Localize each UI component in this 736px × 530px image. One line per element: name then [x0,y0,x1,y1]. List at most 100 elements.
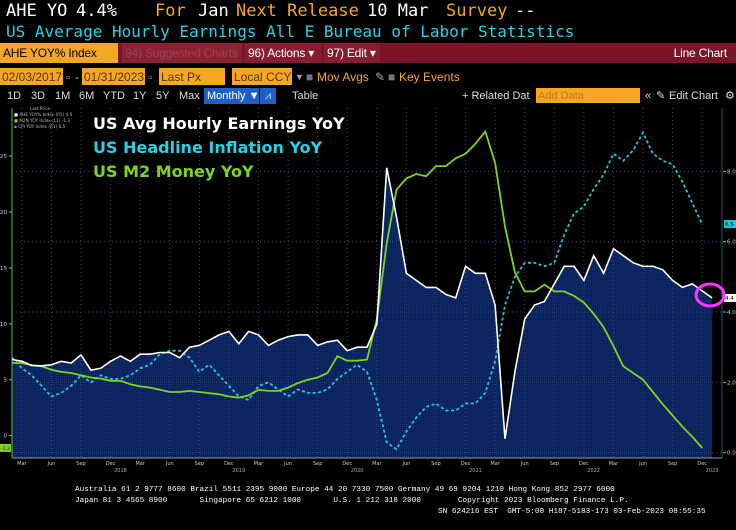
chart-area[interactable]: Mar Jun Sep Dec 2018 Mar Jun Sep Dec 2019 Mar Jun Se… [0,104,736,480]
left-axis-label: 0 [4,434,8,440]
cpi-last-tag [724,220,736,229]
legend-item-cpi[interactable]: ▪ CPI YOY Index (R1) 6.5 [14,124,66,129]
x-tick-label: Jun [165,461,174,467]
ticker-field[interactable]: AHE YOY% Index [0,43,118,63]
mov-avgs-checkbox[interactable]: ■ [306,70,314,84]
pencil-icon[interactable]: ✎ [375,70,386,84]
x-tick-label: Mar [490,461,500,467]
edit-menu[interactable]: 97) Edit ▾ [324,43,380,63]
chevron-down-icon[interactable]: ▼ [295,72,304,82]
survey-label: Survey [446,1,508,21]
range-1y[interactable]: 1Y [133,90,147,102]
pencil-icon[interactable]: ✎ [656,90,666,102]
chart-controls: 02/03/2017 ▫ - 01/31/2023 ▫ Last Px Loca… [0,68,736,86]
x-tick-label: Dec [461,461,471,467]
next-release-label: Next Release [236,1,359,21]
range-1d[interactable]: 1D [7,90,22,102]
survey-value: -- [515,1,536,21]
x-tick-label: Dec [224,461,234,467]
date-separator: - [75,70,79,84]
x-year-label: 2019 [232,468,245,474]
legend-header: Last Price [29,106,51,111]
left-axis-label: 5 [4,378,8,384]
x-tick-label: Mar [609,461,619,467]
legend: Last Price ■ AHE YOY% Index (R1) 4.4 ■ M… [14,106,73,132]
menu-bar: AHE YOY% Index 94) Suggested Charts 96) … [0,43,736,63]
suggested-charts-button[interactable]: 94) Suggested Charts [122,43,242,63]
collapse-icon[interactable]: « [645,90,652,102]
footer-session: SN 624216 EST GMT-5:00 H187-5183-173 03-… [438,508,706,516]
range-3d[interactable]: 3D [31,90,46,102]
calendar-icon[interactable]: ▫ [66,70,71,84]
x-tick-label: Sep [313,461,322,467]
x-year-label: 2023 [706,468,719,474]
chart-toolbar: 1D 3D 1M 6M YTD 1Y 5Y Max Monthly ▼ ⩘ Ta… [0,88,736,104]
x-tick-label: Jun [47,461,56,467]
x-year-label: 2022 [587,468,600,474]
range-6m[interactable]: 6M [79,90,95,102]
x-tick-label: Mar [135,461,145,467]
calendar-icon[interactable]: ▫ [148,70,153,84]
title-m2: US M2 Money YoY [93,162,254,181]
m2-last-value: -1.3 [1,446,10,452]
x-tick-label: Mar [254,461,264,467]
x-tick-label: Jun [520,461,529,467]
x-year-label: 2021 [469,468,482,474]
ahe-last-value: 4.4 [725,296,734,302]
highlight-circle [694,282,726,308]
footer-contacts-1: Australia 61 2 9777 8600 Brazil 5511 239… [75,486,615,494]
footer-contacts-2: Japan 81 3 4565 8900 Singapore 65 6212 1… [75,497,629,505]
ahe-line [11,167,713,439]
key-events-checkbox[interactable]: ■ [388,70,396,84]
chart-type-label: Line Chart [673,46,728,60]
next-release-date: 10 Mar [367,1,429,21]
gear-icon[interactable]: ⚙ [725,90,735,102]
related-data-button[interactable]: + Related Dat [462,90,530,102]
x-tick-label: Sep [668,461,677,467]
range-1m[interactable]: 1M [55,90,71,102]
legend-item-ahe[interactable]: ■ AHE YOY% Index (R1) 4.4 [14,112,73,117]
m2-last-tag [0,443,11,452]
title-cpi: US Headline Inflation YoY [93,138,323,157]
right-axis-label: 4.0 [727,310,736,316]
ahe-area [12,167,713,459]
end-date-input[interactable]: 01/31/2023 [82,68,145,85]
range-ytd[interactable]: YTD [103,90,125,102]
table-button[interactable]: Table [292,90,319,102]
left-axis-label: 10 [0,322,7,328]
security-description: US Average Hourly Earnings All E Bureau … [6,22,575,41]
right-axis-label: 8.0 [727,169,736,175]
legend-item-m2[interactable]: ■ M2N YOY Index (L1) -1.3 [14,118,70,123]
range-max[interactable]: Max [179,90,200,102]
actions-menu[interactable]: 96) Actions ▾ [245,43,321,63]
x-tick-label: Sep [195,461,204,467]
x-tick-label: Sep [550,461,559,467]
mov-avgs-label[interactable]: Mov Avgs [317,70,369,84]
key-events-label[interactable]: Key Events [399,70,460,84]
m2-line [12,129,703,449]
right-axis-label: 2.0 [727,380,736,386]
ahe-last-tag [724,293,736,302]
chart-style-icon[interactable]: ⩘ [260,88,276,104]
for-period: Jan [198,1,229,21]
x-tick-label: Dec [342,461,352,467]
right-axis-label: 0.0 [727,451,736,457]
cpi-last-value: 6.5 [725,222,734,228]
x-tick-label: Dec [106,461,116,467]
x-tick-label: Sep [431,461,440,467]
edit-chart-button[interactable]: Edit Chart [669,90,718,102]
add-data-input[interactable]: Add Data [536,88,640,103]
last-value: 4.4% [76,1,117,21]
cpi-line [11,130,704,451]
x-tick-label: Mar [372,461,382,467]
price-field-select[interactable]: Last Px [159,68,225,85]
currency-select[interactable]: Local CCY [232,68,292,85]
start-date-input[interactable]: 02/03/2017 [0,68,63,85]
left-axis-label: 15 [0,266,7,272]
frequency-dropdown[interactable]: Monthly ▼ [204,88,259,104]
range-5y[interactable]: 5Y [156,90,170,102]
x-tick-label: Dec [579,461,589,467]
left-axis-label: 25 [0,154,7,160]
title-ahe: US Avg Hourly Earnings YoY [93,114,345,133]
